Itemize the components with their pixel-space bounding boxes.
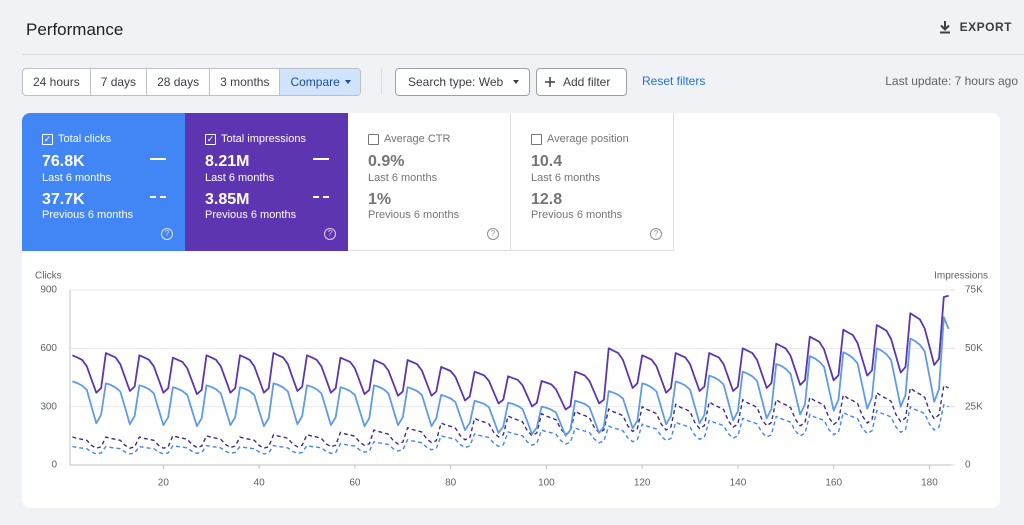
y-tick-label: 600: [40, 343, 57, 354]
x-tick-label: 40: [254, 478, 266, 489]
y2-tick-label: 25K: [965, 401, 983, 412]
x-tick-label: 120: [634, 478, 651, 489]
metric-period: Last 6 months: [531, 172, 601, 184]
metric-period: Last 6 months: [368, 172, 438, 184]
y2-tick-label: 0: [965, 460, 971, 471]
date-range-option[interactable]: 24 hours: [23, 69, 91, 95]
help-icon: ?: [161, 228, 173, 240]
separator: [381, 68, 382, 94]
x-tick-label: 100: [538, 478, 555, 489]
metric-previous-value: 37.7K: [42, 191, 85, 208]
metric-value: 10.4: [531, 153, 563, 170]
y-axis-title: Clicks: [35, 271, 62, 282]
metric-previous-value: 3.85M: [205, 191, 250, 208]
page-title: Performance: [26, 20, 124, 39]
x-tick-label: 20: [158, 478, 170, 489]
checkbox[interactable]: [531, 134, 542, 145]
search-type-button[interactable]: Search type: Web: [395, 68, 530, 96]
checkbox[interactable]: [368, 134, 379, 145]
series-line: [72, 316, 950, 437]
metric-previous-period: Previous 6 months: [368, 209, 460, 221]
y2-tick-label: 75K: [965, 285, 983, 296]
y-tick-label: 300: [40, 401, 57, 412]
metric-value: 0.9%: [368, 153, 405, 170]
y2-axis-title: Impressions: [934, 271, 988, 282]
series-line: [72, 404, 949, 455]
metric-label: Total clicks: [58, 133, 112, 145]
dropdown-icon: [513, 80, 519, 84]
metric-previous-period: Previous 6 months: [205, 209, 297, 221]
y-tick-label: 900: [40, 285, 57, 296]
help-icon: ?: [487, 228, 499, 240]
metric-card[interactable]: Average position 10.4 Last 6 months 12.8 Pre…: [511, 113, 674, 251]
series-line: [72, 385, 949, 449]
date-range-option[interactable]: Compare: [280, 69, 360, 95]
last-update: Last update: 7 hours ago: [885, 74, 1018, 88]
metric-value: 76.8K: [42, 153, 85, 170]
help-icon: ?: [650, 228, 662, 240]
add-filter-button[interactable]: Add filter: [536, 68, 627, 96]
dash-indicator: [313, 196, 329, 198]
x-tick-label: 80: [445, 478, 457, 489]
x-tick-label: 140: [730, 478, 747, 489]
metric-previous-period: Previous 6 months: [42, 209, 134, 221]
dropdown-icon: [344, 80, 351, 84]
date-range-selector: 24 hours 7 days 28 days 3 months Compare: [22, 68, 361, 96]
metric-label: Average CTR: [384, 133, 451, 145]
date-range-option[interactable]: 28 days: [147, 69, 211, 95]
metric-label: Average position: [547, 133, 629, 145]
metric-previous-value: 12.8: [531, 191, 563, 208]
add-filter-label: Add filter: [563, 75, 611, 89]
checkbox[interactable]: ✓: [42, 134, 53, 145]
date-range-option[interactable]: 3 months: [210, 69, 281, 95]
metric-period: Last 6 months: [205, 172, 275, 184]
chart: Clicks Impressions 0 300 600 900 0 25K 50K 75K 20 4…: [35, 271, 988, 489]
line-indicator: [150, 158, 166, 160]
metric-label: Total impressions: [221, 133, 306, 145]
plus-icon: [545, 77, 555, 87]
metric-previous-period: Previous 6 months: [531, 209, 623, 221]
search-type-label: Search type: Web: [408, 75, 504, 89]
dash-indicator: [150, 196, 166, 198]
series-line: [72, 294, 949, 411]
metric-card[interactable]: ✓ Total impressions 8.21M Last 6 months 3.85…: [185, 113, 348, 251]
x-tick-label: 180: [921, 478, 938, 489]
export-label: EXPORT: [959, 20, 1012, 34]
divider: [22, 54, 1024, 55]
reset-filters-link[interactable]: Reset filters: [642, 74, 706, 88]
x-tick-label: 160: [825, 478, 842, 489]
download-icon: [939, 21, 950, 34]
y2-tick-label: 50K: [965, 343, 983, 354]
export-button[interactable]: EXPORT: [938, 20, 1012, 34]
line-indicator: [313, 158, 329, 160]
date-range-option[interactable]: 7 days: [91, 69, 148, 95]
help-icon: ?: [324, 228, 336, 240]
metric-card[interactable]: Average CTR 0.9% Last 6 months 1% Previous 6…: [348, 113, 511, 251]
y-tick-label: 0: [51, 460, 57, 471]
metric-previous-value: 1%: [368, 191, 392, 208]
checkbox[interactable]: ✓: [205, 134, 216, 145]
metric-period: Last 6 months: [42, 172, 112, 184]
metric-value: 8.21M: [205, 153, 250, 170]
x-tick-label: 60: [349, 478, 361, 489]
metric-card[interactable]: ✓ Total clicks 76.8K Last 6 months 37.7K Prev…: [22, 113, 185, 251]
